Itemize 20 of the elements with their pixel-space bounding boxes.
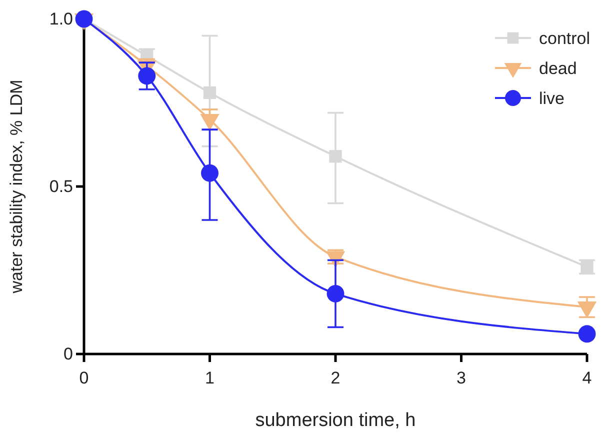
x-tick-label: 1 (205, 368, 214, 388)
legend-label: live (539, 88, 565, 108)
legend-label: control (539, 28, 590, 48)
legend-label: dead (539, 58, 577, 78)
x-tick-label: 3 (456, 368, 466, 388)
y-axis-title: water stability index, % LDM (7, 80, 26, 294)
x-tick-label: 4 (582, 368, 592, 388)
x-axis-title: submersion time, h (255, 410, 416, 431)
x-tick-label: 2 (330, 368, 340, 388)
point (329, 150, 342, 163)
x-tick-label: 0 (79, 368, 89, 388)
point (326, 284, 344, 302)
y-tick-label: 0.5 (49, 176, 73, 196)
y-tick-label: 1.0 (49, 9, 73, 28)
y-tick-label: 0 (64, 344, 73, 364)
point (203, 86, 216, 100)
point (138, 67, 156, 85)
point (578, 325, 596, 343)
point (201, 164, 218, 182)
point (75, 10, 93, 28)
